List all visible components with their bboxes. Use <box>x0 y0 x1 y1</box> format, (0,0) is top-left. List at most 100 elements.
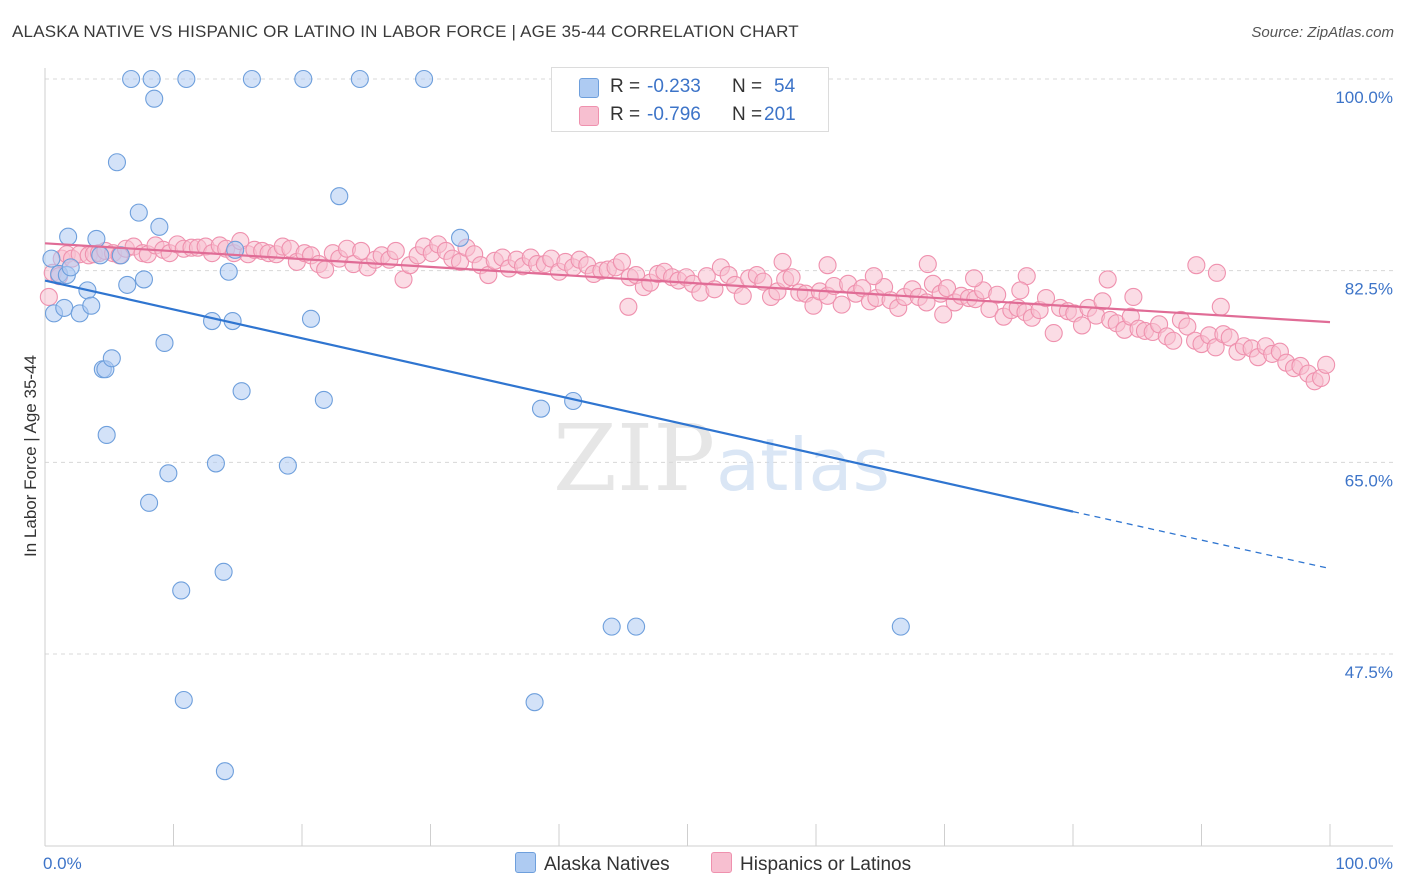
hispanic-point <box>386 241 405 261</box>
alaska-point <box>206 454 225 473</box>
source-prefix: Source: <box>1251 24 1308 41</box>
hispanic-point <box>773 252 792 271</box>
alaska-point <box>525 693 544 712</box>
hispanic-point <box>918 255 937 274</box>
alaska-point <box>219 262 238 281</box>
alaska-point <box>142 69 161 89</box>
trend-lines <box>44 242 1331 570</box>
hispanic-point <box>1178 317 1197 336</box>
alaska-point <box>415 69 434 89</box>
alaska-point <box>278 456 297 475</box>
alaska-point <box>531 399 551 418</box>
hispanic-point <box>832 295 851 314</box>
source-credit: Source: ZipAtlas.com <box>1251 24 1394 41</box>
hispanic-point <box>1124 287 1143 307</box>
alaska-point <box>145 89 164 108</box>
hispanic-legend-label: Hispanics or Latinos <box>740 854 912 875</box>
y-axis-label: In Labor Force | Age 35-44 <box>21 355 40 557</box>
axes <box>44 68 1393 847</box>
hispanic-point <box>1317 355 1336 374</box>
hispanic-point <box>1164 331 1183 350</box>
bottom-legend-alaska: Alaska Natives <box>515 852 670 876</box>
alaska-point <box>129 203 148 222</box>
alaska-point <box>55 298 74 317</box>
bottom-legend-hispanic: Hispanics or Latinos <box>711 852 911 876</box>
hispanic-point <box>1093 292 1112 311</box>
source-name: ZipAtlas.com <box>1307 24 1394 41</box>
alaska-point <box>602 617 621 636</box>
alaska-point <box>150 217 169 236</box>
alaska-point <box>159 464 178 483</box>
alaska-legend-swatch <box>515 852 536 873</box>
alaska-point <box>330 187 349 206</box>
alaska-point <box>174 690 193 710</box>
hispanic-point <box>934 305 953 324</box>
alaska-point <box>61 258 80 277</box>
x-tick-label-max: 100.0% <box>1335 854 1393 873</box>
chart-title: ALASKA NATIVE VS HISPANIC OR LATINO IN L… <box>12 22 799 41</box>
alaska-point <box>172 581 191 600</box>
alaska-point <box>97 425 116 445</box>
alaska-point <box>42 249 61 268</box>
r-value-hispanic: -0.796 <box>647 104 701 125</box>
hispanic-point <box>1072 316 1092 335</box>
r-label: R = <box>610 76 641 97</box>
alaska-point <box>350 69 369 89</box>
hispanic-point <box>352 241 371 261</box>
y-tick-label: 65.0% <box>1345 471 1393 490</box>
alaska-point <box>294 69 313 89</box>
alaska-point <box>177 69 196 89</box>
grid-lines <box>45 78 1393 655</box>
alaska-points <box>42 69 910 781</box>
hispanic-point <box>316 260 335 279</box>
alaska-point <box>242 69 261 89</box>
hispanic-point <box>1036 288 1056 308</box>
hispanic-points <box>39 232 1336 391</box>
alaska-trend-line <box>44 279 1074 513</box>
y-tick-label: 47.5% <box>1345 663 1393 682</box>
hispanic-point <box>938 279 957 298</box>
hispanic-point <box>965 269 984 288</box>
hispanic-point <box>1098 270 1117 289</box>
r-label: R = <box>610 104 641 125</box>
hispanic-point <box>39 287 58 307</box>
hispanic-point <box>1220 328 1239 347</box>
legend-row-alaska: R = -0.233 N = 54 <box>552 73 828 101</box>
hispanic-swatch <box>579 106 599 126</box>
alaska-point <box>155 333 174 353</box>
alaska-point <box>215 762 234 781</box>
alaska-point <box>891 617 910 636</box>
alaska-point <box>118 275 137 294</box>
hispanic-point <box>864 267 883 286</box>
n-label: N = <box>732 76 763 97</box>
x-tick-label-min: 0.0% <box>43 854 82 873</box>
n-value-hispanic: 201 <box>764 104 796 125</box>
alaska-point <box>91 246 110 265</box>
alaska-point <box>203 311 222 331</box>
y-tick-label: 82.5% <box>1345 280 1393 299</box>
hispanic-point <box>612 252 632 271</box>
alaska-point <box>102 349 121 368</box>
alaska-point <box>107 153 127 172</box>
alaska-trend-extension <box>1072 510 1331 570</box>
alaska-point <box>301 309 321 328</box>
alaska-point <box>627 617 646 636</box>
alaska-point <box>451 228 470 247</box>
alaska-legend-label: Alaska Natives <box>544 854 670 875</box>
alaska-point <box>59 227 78 246</box>
tick-labels: 100.0% 82.5% 65.0% 47.5% 0.0% 100.0% <box>43 88 1393 873</box>
hispanic-point <box>754 272 773 291</box>
hispanic-point <box>619 297 638 316</box>
n-label: N = <box>732 104 763 125</box>
n-value-alaska: 54 <box>774 76 796 97</box>
alaska-point <box>140 493 159 512</box>
hispanic-point <box>1044 324 1063 343</box>
hispanic-point <box>782 268 801 287</box>
correlation-legend: R = -0.233 N = 54 R = -0.796 N = 201 <box>551 67 829 132</box>
hispanic-point <box>1211 297 1230 316</box>
alaska-point <box>82 296 101 315</box>
alaska-point <box>314 390 333 409</box>
hispanic-point <box>988 285 1007 304</box>
alaska-point <box>87 229 106 248</box>
hispanic-point <box>1207 263 1226 282</box>
